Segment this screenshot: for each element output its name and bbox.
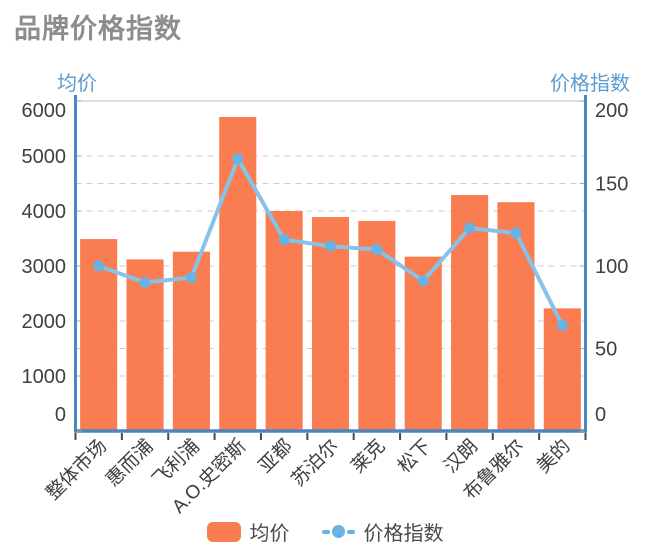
y-left-tick-label: 5000 (22, 146, 67, 168)
y-left-tick-label: 2000 (22, 311, 67, 333)
x-category-label: 美的 (532, 435, 574, 477)
line-series-marker-icon (321, 525, 355, 538)
x-category-label: 亚都 (254, 435, 296, 477)
bar-汉朗[interactable] (451, 195, 489, 431)
legend-label-price-index: 价格指数 (363, 523, 444, 545)
y-right-tick-label: 50 (595, 339, 617, 361)
right-axis-title: 价格指数 (550, 73, 630, 95)
y-right-tick-label: 200 (595, 100, 628, 122)
line-point-布鲁雅尔[interactable] (510, 227, 522, 239)
bar-亚都[interactable] (265, 211, 303, 431)
line-point-惠而浦[interactable] (139, 277, 151, 288)
legend-item-avg-price[interactable]: 均价 (206, 517, 290, 546)
legend-item-price-index[interactable]: 价格指数 (321, 517, 444, 546)
left-axis-title: 均价 (57, 73, 97, 95)
line-point-松下[interactable] (417, 275, 429, 287)
x-category-label: 整体市场 (42, 435, 111, 504)
bar-A.O.史密斯[interactable] (219, 116, 257, 431)
y-left-tick-label: 6000 (22, 100, 67, 122)
y-left-tick-label: 1000 (22, 366, 67, 388)
chart-title: 品牌价格指数 (14, 14, 182, 44)
line-point-美的[interactable] (556, 319, 568, 331)
line-point-飞利浦[interactable] (185, 272, 197, 284)
x-category-label: 苏泊尔 (287, 435, 343, 491)
y-left-tick-label: 0 (55, 404, 66, 426)
x-category-label: 汉朗 (440, 435, 482, 477)
y-right-tick-label: 0 (595, 404, 606, 426)
x-category-label: 莱克 (347, 435, 389, 477)
line-point-A.O.史密斯[interactable] (232, 153, 244, 165)
line-point-亚都[interactable] (278, 234, 290, 246)
legend: 均价 价格指数 (0, 517, 650, 546)
line-point-苏泊尔[interactable] (325, 240, 336, 252)
x-category-label: 惠而浦 (102, 435, 158, 491)
bar-苏泊尔[interactable] (311, 217, 350, 431)
combo-chart-canvas: 0 1000 2000 3000 4000 5000 6000 0 50 100 150 200 整体市… (22, 95, 628, 515)
legend-label-avg-price: 均价 (249, 523, 290, 545)
y-right-tick-label: 150 (595, 174, 628, 196)
line-point-汉朗[interactable] (464, 222, 476, 234)
bar-布鲁雅尔[interactable] (497, 202, 535, 431)
y-right-tick-label: 100 (595, 256, 628, 278)
line-point-整体市场[interactable] (93, 260, 105, 272)
y-left-tick-label: 3000 (22, 256, 67, 278)
x-category-label: 松下 (393, 435, 435, 477)
bar-series-swatch-icon (206, 521, 241, 542)
y-left-tick-label: 4000 (22, 201, 67, 223)
line-point-莱克[interactable] (371, 244, 383, 255)
